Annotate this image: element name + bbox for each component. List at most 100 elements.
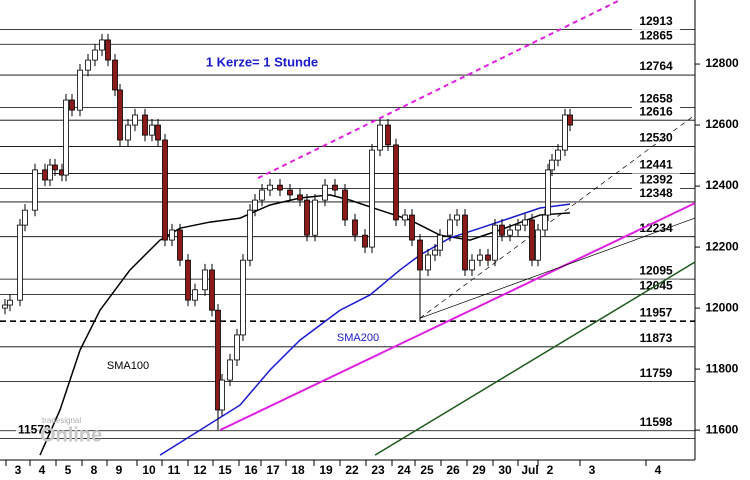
x-tick-label: 17: [266, 463, 280, 477]
x-tick-label: 4: [39, 463, 46, 477]
level-label: 12441: [639, 158, 673, 172]
candle-body: [322, 184, 328, 201]
level-label: 11873: [640, 331, 673, 345]
candle-body: [22, 209, 28, 226]
level-label-bg: [632, 306, 680, 320]
candle-body: [77, 69, 83, 111]
x-tick-label: 8: [91, 463, 98, 477]
x-tick-label: 15: [218, 463, 232, 477]
candle-body: [32, 169, 38, 211]
candle-body: [162, 139, 168, 241]
level-label: 12530: [639, 131, 673, 145]
candle-body: [462, 214, 468, 271]
candle-body: [342, 189, 348, 221]
watermark: tradesignal: [42, 416, 81, 425]
candle-body: [99, 39, 105, 51]
x-tick-label: 12: [193, 463, 207, 477]
candle-body: [542, 214, 548, 231]
candle-body: [42, 169, 48, 181]
candle-body: [535, 229, 541, 261]
candle-body: [425, 254, 431, 271]
y-tick-label: 12400: [705, 178, 739, 192]
candle-body: [17, 224, 23, 301]
level-label-bg: [632, 173, 680, 187]
candle-body: [155, 124, 161, 141]
x-tick-label: 22: [345, 463, 359, 477]
candle-body: [369, 149, 375, 248]
trendline: [257, 0, 621, 180]
x-tick-label: 2: [547, 463, 554, 477]
trendline: [374, 261, 696, 456]
candle-body: [267, 184, 273, 191]
x-tick-label: 19: [319, 463, 333, 477]
candle-body: [377, 124, 383, 151]
level-label: 11573: [18, 423, 51, 437]
candle-body: [234, 334, 240, 361]
trendline: [419, 114, 696, 319]
candle-body: [252, 199, 258, 211]
level-label: 12865: [639, 28, 673, 42]
note: 1 Kerze= 1 Stunde: [206, 54, 318, 69]
level-label-bg: [632, 29, 680, 43]
candle-body: [545, 169, 551, 216]
x-tick-label: 11: [168, 463, 181, 477]
candle-body: [477, 254, 483, 261]
x-tick-label: 9: [116, 463, 123, 477]
x-tick-label: 25: [420, 463, 434, 477]
candle-body: [259, 189, 265, 201]
candle-body: [297, 194, 303, 201]
level-label-bg: [632, 221, 680, 235]
candle-body: [304, 199, 310, 236]
candle-body: [7, 299, 13, 306]
candle-body: [499, 224, 505, 236]
candle-body: [549, 159, 555, 171]
level-label-bg: [632, 264, 680, 278]
candle-body: [567, 114, 573, 126]
level-label: 12234: [639, 221, 673, 235]
x-tick-label: 23: [371, 463, 385, 477]
candle-body: [402, 214, 408, 221]
sma200-label: SMA200: [337, 332, 379, 344]
level-label-bg: [632, 331, 680, 345]
candle-body: [132, 114, 138, 126]
candle-body: [177, 229, 183, 261]
candle-body: [247, 209, 253, 261]
candle-body: [169, 229, 175, 241]
level-label: 12348: [639, 186, 673, 200]
candle-body: [142, 114, 148, 136]
candle-body: [352, 219, 358, 236]
y-tick-label: 12600: [705, 117, 739, 131]
level-label: 12913: [639, 14, 673, 28]
candle-body: [515, 224, 521, 231]
candle-body: [227, 359, 233, 381]
level-label: 11957: [640, 305, 673, 319]
candle-body: [437, 234, 443, 251]
y-tick-label: 11600: [706, 422, 739, 436]
candle-body: [52, 164, 58, 171]
candle-body: [92, 49, 98, 61]
level-label-bg: [632, 158, 680, 172]
level-label: 12764: [639, 59, 673, 73]
candle-body: [287, 189, 293, 196]
candle-body: [332, 184, 338, 191]
y-tick-label: 12800: [705, 56, 739, 70]
candle-body: [469, 259, 475, 271]
x-tick-label: 3: [15, 463, 22, 477]
x-tick-label: 18: [291, 463, 305, 477]
x-tick-label: 26: [446, 463, 460, 477]
candle-body: [507, 229, 513, 236]
level-label-bg: [632, 186, 680, 200]
sma-line: [159, 203, 571, 456]
watermark: Online: [40, 424, 102, 446]
candle-body: [69, 99, 75, 111]
level-label-bg: [632, 366, 680, 380]
level-label: 12616: [639, 104, 673, 118]
level-label-bg: [632, 14, 680, 28]
candle-body: [63, 99, 69, 176]
candle-body: [529, 219, 535, 261]
candle-body: [185, 259, 191, 301]
x-tick-label: Jul: [521, 463, 538, 477]
y-tick-label: 12200: [705, 239, 739, 253]
candle-body: [492, 224, 498, 261]
